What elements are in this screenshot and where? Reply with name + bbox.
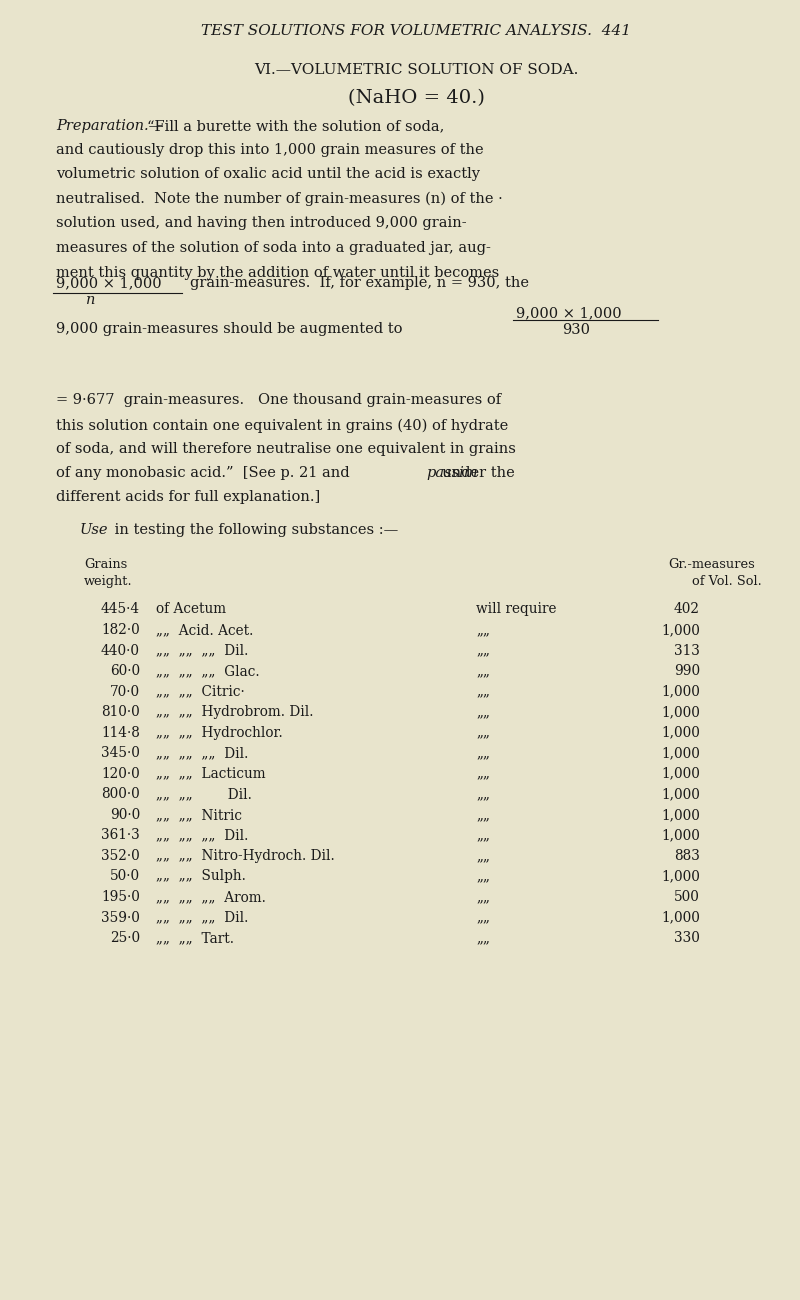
Text: 445·4: 445·4 xyxy=(101,602,140,616)
Text: „„  „„  Citric·: „„ „„ Citric· xyxy=(156,685,245,698)
Text: 352·0: 352·0 xyxy=(102,849,140,863)
Text: 1,000: 1,000 xyxy=(661,746,700,760)
Text: 1,000: 1,000 xyxy=(661,910,700,924)
Text: „„  „„  Hydrobrom. Dil.: „„ „„ Hydrobrom. Dil. xyxy=(156,705,314,719)
Text: in testing the following substances :—: in testing the following substances :— xyxy=(110,523,398,537)
Text: and cautiously drop this into 1,000 grain measures of the: and cautiously drop this into 1,000 grai… xyxy=(56,143,484,157)
Text: „„: „„ xyxy=(476,931,490,945)
Text: 1,000: 1,000 xyxy=(661,767,700,781)
Text: „„  „„  Nitric: „„ „„ Nitric xyxy=(156,807,242,822)
Text: 1,000: 1,000 xyxy=(661,623,700,637)
Text: 1,000: 1,000 xyxy=(661,828,700,842)
Text: „„  „„  „„  Dil.: „„ „„ „„ Dil. xyxy=(156,746,248,760)
Text: „„: „„ xyxy=(476,705,490,719)
Text: „„: „„ xyxy=(476,870,490,884)
Text: „„  „„  „„  Dil.: „„ „„ „„ Dil. xyxy=(156,828,248,842)
Text: 60·0: 60·0 xyxy=(110,664,140,679)
Text: different acids for full explanation.]: different acids for full explanation.] xyxy=(56,490,320,504)
Text: 114·8: 114·8 xyxy=(101,725,140,740)
Text: neutralised.  Note the number of grain-measures (n) of the ·: neutralised. Note the number of grain-me… xyxy=(56,192,502,207)
Text: volumetric solution of oxalic acid until the acid is exactly: volumetric solution of oxalic acid until… xyxy=(56,168,480,181)
Text: will require: will require xyxy=(476,602,557,616)
Text: grain-measures.  If, for example, n = 930, the: grain-measures. If, for example, n = 930… xyxy=(190,276,530,290)
Text: 1,000: 1,000 xyxy=(661,705,700,719)
Text: 1,000: 1,000 xyxy=(661,807,700,822)
Text: 361·3: 361·3 xyxy=(102,828,140,842)
Text: „„: „„ xyxy=(476,685,490,698)
Text: „„  „„  Hydrochlor.: „„ „„ Hydrochlor. xyxy=(156,725,282,740)
Text: „„  „„  Lacticum: „„ „„ Lacticum xyxy=(156,767,266,781)
Text: „„  „„        Dil.: „„ „„ Dil. xyxy=(156,788,252,801)
Text: weight.: weight. xyxy=(84,575,133,588)
Text: 330: 330 xyxy=(674,931,700,945)
Text: „„  „„  „„  Glac.: „„ „„ „„ Glac. xyxy=(156,664,260,679)
Text: 50·0: 50·0 xyxy=(110,870,140,884)
Text: 9,000 × 1,000: 9,000 × 1,000 xyxy=(516,307,622,321)
Text: 345·0: 345·0 xyxy=(101,746,140,760)
Text: Use: Use xyxy=(80,523,109,537)
Text: 1,000: 1,000 xyxy=(661,870,700,884)
Text: „„  Acid. Acet.: „„ Acid. Acet. xyxy=(156,623,254,637)
Text: 90·0: 90·0 xyxy=(110,807,140,822)
Text: 440·0: 440·0 xyxy=(101,644,140,658)
Text: „„: „„ xyxy=(476,746,490,760)
Text: 359·0: 359·0 xyxy=(101,910,140,924)
Text: 810·0: 810·0 xyxy=(102,705,140,719)
Text: „„  „„  Sulph.: „„ „„ Sulph. xyxy=(156,870,246,884)
Text: 182·0: 182·0 xyxy=(102,623,140,637)
Text: 990: 990 xyxy=(674,664,700,679)
Text: of Acetum: of Acetum xyxy=(156,602,226,616)
Text: 9,000 grain-measures should be augmented to: 9,000 grain-measures should be augmented… xyxy=(56,322,402,337)
Text: 25·0: 25·0 xyxy=(110,931,140,945)
Text: 1,000: 1,000 xyxy=(661,685,700,698)
Text: 883: 883 xyxy=(674,849,700,863)
Text: ment this quantity by the addition of water until it becomes: ment this quantity by the addition of wa… xyxy=(56,265,499,280)
Text: „„  „„  Nitro-Hydroch. Dil.: „„ „„ Nitro-Hydroch. Dil. xyxy=(156,849,334,863)
Text: „„: „„ xyxy=(476,891,490,904)
Text: 70·0: 70·0 xyxy=(110,685,140,698)
Text: (NaHO = 40.): (NaHO = 40.) xyxy=(347,88,485,107)
Text: „„: „„ xyxy=(476,828,490,842)
Text: 500: 500 xyxy=(674,891,700,904)
Text: 800·0: 800·0 xyxy=(102,788,140,801)
Text: n: n xyxy=(86,292,96,307)
Text: „„: „„ xyxy=(476,664,490,679)
Text: „„  „„  „„  Dil.: „„ „„ „„ Dil. xyxy=(156,644,248,658)
Text: 930: 930 xyxy=(562,324,590,337)
Text: of any monobasic acid.”  [See p. 21 and                    under the: of any monobasic acid.” [See p. 21 and u… xyxy=(56,467,514,480)
Text: 313: 313 xyxy=(674,644,700,658)
Text: Preparation.—: Preparation.— xyxy=(56,118,163,133)
Text: this solution contain one equivalent in grains (40) of hydrate: this solution contain one equivalent in … xyxy=(56,419,508,433)
Text: „„: „„ xyxy=(476,788,490,801)
Text: „„: „„ xyxy=(476,767,490,781)
Text: measures of the solution of soda into a graduated jar, aug-: measures of the solution of soda into a … xyxy=(56,240,491,255)
Text: „„: „„ xyxy=(476,644,490,658)
Text: 120·0: 120·0 xyxy=(102,767,140,781)
Text: Grains: Grains xyxy=(84,558,127,571)
Text: 402: 402 xyxy=(674,602,700,616)
Text: „„: „„ xyxy=(476,849,490,863)
Text: Gr.-measures: Gr.-measures xyxy=(668,558,754,571)
Text: „„  „„  Tart.: „„ „„ Tart. xyxy=(156,931,234,945)
Text: VI.—VOLUMETRIC SOLUTION OF SODA.: VI.—VOLUMETRIC SOLUTION OF SODA. xyxy=(254,64,578,78)
Text: 195·0: 195·0 xyxy=(101,891,140,904)
Text: „„: „„ xyxy=(476,807,490,822)
Text: “Fill a burette with the solution of soda,: “Fill a burette with the solution of sod… xyxy=(147,118,445,133)
Text: „„: „„ xyxy=(476,623,490,637)
Text: 9,000 × 1,000: 9,000 × 1,000 xyxy=(56,276,162,290)
Text: „„  „„  „„  Arom.: „„ „„ „„ Arom. xyxy=(156,891,266,904)
Text: solution used, and having then introduced 9,000 grain-: solution used, and having then introduce… xyxy=(56,216,466,230)
Text: „„  „„  „„  Dil.: „„ „„ „„ Dil. xyxy=(156,910,248,924)
Text: of soda, and will therefore neutralise one equivalent in grains: of soda, and will therefore neutralise o… xyxy=(56,442,516,456)
Text: TEST SOLUTIONS FOR VOLUMETRIC ANALYSIS.  441: TEST SOLUTIONS FOR VOLUMETRIC ANALYSIS. … xyxy=(201,23,631,38)
Text: 1,000: 1,000 xyxy=(661,725,700,740)
Text: = 9·677  grain-measures.   One thousand grain-measures of: = 9·677 grain-measures. One thousand gra… xyxy=(56,393,501,407)
Text: passim: passim xyxy=(426,467,478,480)
Text: 1,000: 1,000 xyxy=(661,788,700,801)
Text: „„: „„ xyxy=(476,725,490,740)
Text: of Vol. Sol.: of Vol. Sol. xyxy=(692,575,762,588)
Text: „„: „„ xyxy=(476,910,490,924)
